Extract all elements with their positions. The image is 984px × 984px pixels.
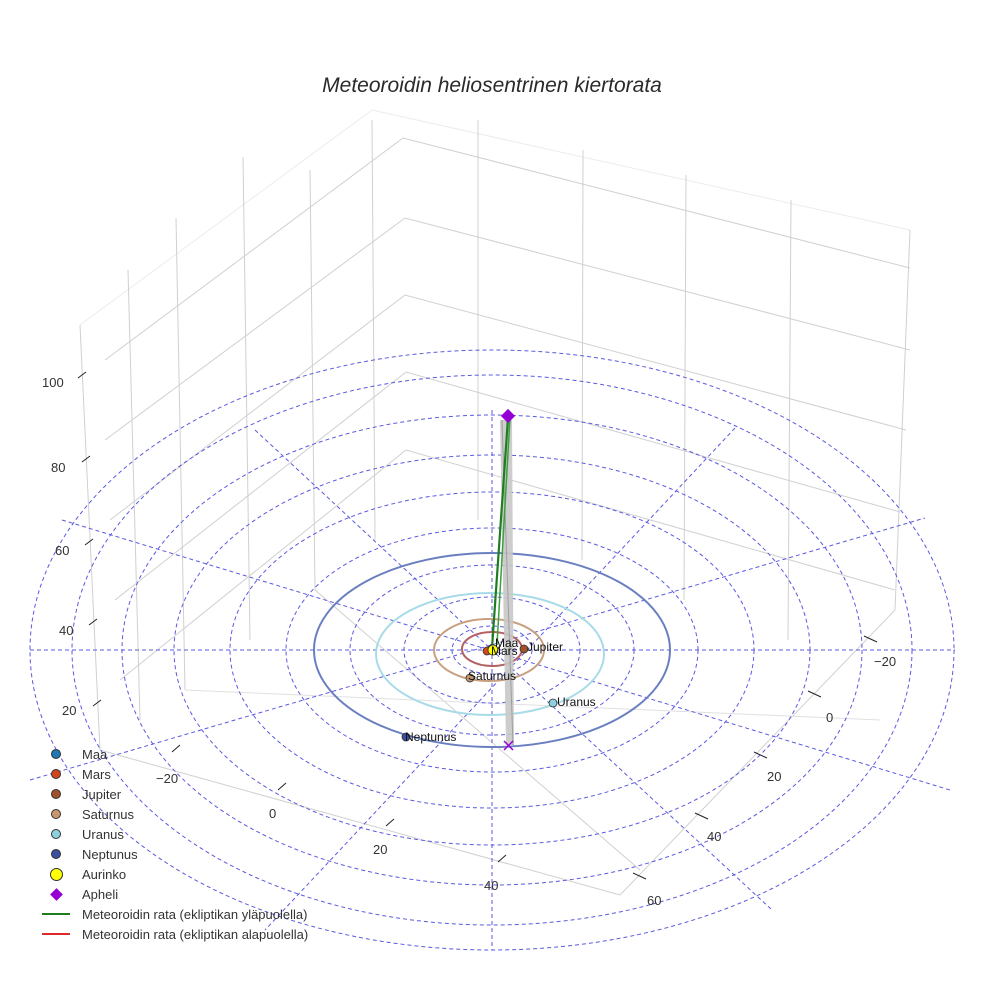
neptunus-dot-icon bbox=[51, 849, 61, 859]
z-axis bbox=[77, 371, 102, 707]
box-grid bbox=[79, 109, 911, 896]
neptune-point[interactable] bbox=[401, 732, 411, 742]
y-tick: 40 bbox=[707, 829, 721, 844]
legend-item-saturnus[interactable]: Saturnus bbox=[40, 804, 308, 824]
legend-item-uranus[interactable]: Uranus bbox=[40, 824, 308, 844]
label-mars: Mars bbox=[491, 644, 518, 658]
saturn-point[interactable] bbox=[465, 673, 475, 683]
legend-item-jupiter[interactable]: Jupiter bbox=[40, 784, 308, 804]
x-tick: 0 bbox=[269, 806, 276, 821]
z-tick: 100 bbox=[42, 375, 64, 390]
jupiter-point[interactable] bbox=[519, 644, 529, 654]
x-tick: −20 bbox=[156, 771, 178, 786]
x-tick: 40 bbox=[484, 878, 498, 893]
jupiter-dot-icon bbox=[51, 789, 61, 799]
legend-item-apheli[interactable]: Apheli bbox=[40, 884, 308, 904]
z-tick: 60 bbox=[55, 543, 69, 558]
planets bbox=[401, 644, 558, 742]
y-tick: 20 bbox=[767, 769, 781, 784]
label-jupiter: Jupiter bbox=[527, 640, 563, 654]
diamond-icon bbox=[49, 887, 63, 901]
chart-title: Meteoroidin heliosentrinen kiertorata bbox=[322, 74, 662, 97]
y-tick: 60 bbox=[647, 893, 661, 908]
aphelion-projection-x-icon bbox=[503, 740, 514, 751]
z-tick: 40 bbox=[59, 623, 73, 638]
y-tick: −20 bbox=[874, 654, 896, 669]
uranus-point[interactable] bbox=[548, 698, 558, 708]
legend-item-neptunus[interactable]: Neptunus bbox=[40, 844, 308, 864]
sun-dot-icon bbox=[49, 867, 63, 881]
uranus-dot-icon bbox=[51, 829, 61, 839]
meteoroid-orbit bbox=[490, 417, 514, 746]
green-line-icon bbox=[42, 913, 70, 915]
maa-dot-icon bbox=[51, 749, 61, 759]
label-saturnus: Saturnus bbox=[468, 669, 516, 683]
y-tick: 0 bbox=[826, 710, 833, 725]
legend-item-mars[interactable]: Mars bbox=[40, 764, 308, 784]
legend-item-orbit-above[interactable]: Meteoroidin rata (ekliptikan yläpuolella… bbox=[40, 904, 308, 924]
saturn-orbit bbox=[433, 618, 545, 682]
label-maa: Maa bbox=[495, 636, 519, 650]
label-neptunus: Neptunus bbox=[405, 730, 456, 744]
legend-item-aurinko[interactable]: Aurinko bbox=[40, 864, 308, 884]
uranus-orbit bbox=[375, 592, 605, 716]
legend-item-orbit-below[interactable]: Meteoroidin rata (ekliptikan alapuolella… bbox=[40, 924, 308, 944]
z-tick: 80 bbox=[51, 460, 65, 475]
neptune-orbit bbox=[313, 552, 671, 748]
sun-point[interactable] bbox=[487, 644, 499, 656]
saturnus-dot-icon bbox=[51, 809, 61, 819]
legend-item-maa[interactable]: Maa bbox=[40, 744, 308, 764]
z-tick: 20 bbox=[62, 703, 76, 718]
legend: Maa Mars Jupiter Saturnus Uranus Neptunu… bbox=[40, 744, 308, 944]
mars-dot-icon bbox=[51, 769, 61, 779]
aphelion-marker[interactable] bbox=[500, 408, 516, 424]
label-uranus: Uranus bbox=[557, 695, 596, 709]
x-tick: 20 bbox=[373, 842, 387, 857]
red-line-icon bbox=[42, 933, 70, 935]
